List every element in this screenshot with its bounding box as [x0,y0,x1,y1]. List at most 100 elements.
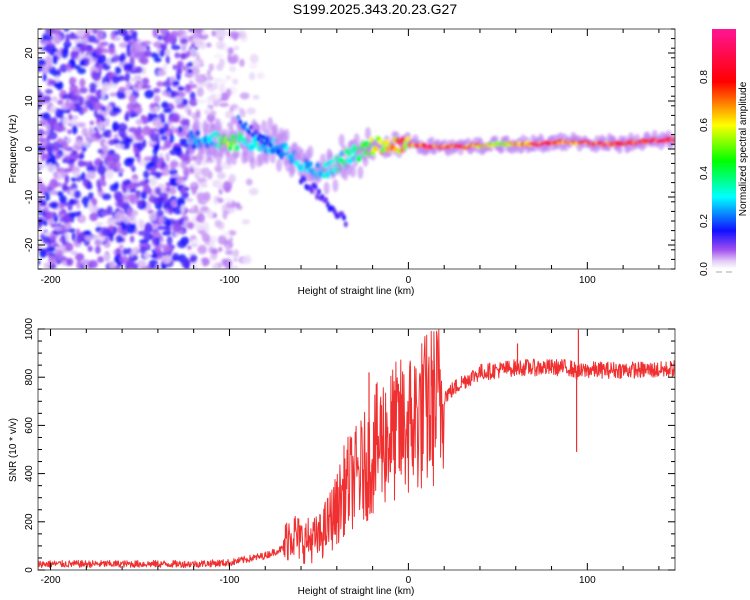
noise-blob [226,207,236,214]
noise-blob [223,43,229,53]
noise-blob [173,95,183,105]
noise-blob [215,30,225,39]
noise-blob [76,202,81,210]
colorbar-tick-label: 0.8 [699,70,710,84]
noise-blob [214,165,223,173]
colorbar-tick-label: 0.0 [699,262,710,276]
noise-blob [68,58,76,65]
noise-blob [182,166,190,177]
noise-blob [84,99,93,108]
noise-blob [157,70,167,77]
noise-blob [143,251,151,259]
noise-blob [237,30,247,39]
noise-blob [87,245,93,252]
noise-blob [124,114,129,121]
noise-blob [160,135,168,141]
tail-blob [315,193,320,200]
noise-blob [75,29,86,38]
noise-blob [163,122,170,132]
noise-blob [132,36,138,43]
noise-blob [186,50,192,57]
noise-blob [177,86,185,91]
noise-blob [150,132,160,142]
noise-blob [59,195,67,204]
noise-blob [77,67,86,75]
noise-blob [229,65,237,73]
ridge-halo [364,126,371,140]
noise-blob [151,154,159,165]
noise-blob [65,242,74,252]
noise-blob [191,186,197,195]
noise-blob [189,254,198,263]
noise-blob [140,114,147,121]
noise-blob [193,167,203,177]
noise-blob [154,187,162,195]
noise-blob [107,149,116,155]
noise-blob [243,254,252,265]
noise-blob [179,119,190,126]
noise-blob [115,234,123,244]
noise-blob [139,56,149,65]
noise-blob [107,139,115,146]
noise-blob [46,163,54,173]
noise-blob [170,44,181,51]
noise-blob [128,94,137,103]
noise-blob [123,158,134,167]
noise-blob [73,171,80,178]
noise-blob [241,219,251,225]
noise-blob [48,217,54,226]
noise-blob [51,156,57,165]
noise-blob [59,203,65,210]
noise-blob [196,192,206,201]
ridge-halo [545,143,552,153]
noise-blob [172,206,183,215]
noise-blob [49,201,59,209]
noise-blob [62,116,70,127]
noise-blob [227,47,234,55]
noise-blob [176,63,181,69]
noise-blob [112,226,118,235]
y-tick-label: 0 [24,146,35,152]
noise-blob [39,248,47,259]
noise-blob [118,42,129,48]
noise-blob [211,263,218,269]
noise-blob [231,265,239,269]
noise-blob [225,244,230,252]
noise-blob [113,190,123,200]
noise-blob [110,31,116,40]
noise-blob [249,72,256,81]
noise-blob [229,30,240,39]
ridge-point [384,139,390,146]
noise-blob [185,197,194,202]
noise-blob [206,76,214,81]
branch-blob [236,114,241,120]
noise-blob [109,92,119,97]
noise-blob [38,183,47,194]
noise-blob [225,88,232,97]
noise-blob [165,218,171,226]
ridge-point [325,172,331,179]
noise-blob [216,172,226,180]
noise-blob [74,102,80,109]
noise-blob [38,177,43,186]
noise-blob [195,76,206,84]
noise-blob [219,58,225,67]
noise-blob [201,233,211,243]
noise-blob [74,64,81,70]
noise-blob [160,263,167,269]
noise-blob [136,259,147,268]
noise-blob [94,221,104,226]
noise-blob [45,246,56,253]
noise-blob [108,162,116,170]
x-tick-label: 100 [579,575,596,586]
ridge-halo [289,161,296,175]
tail-blob [309,187,314,194]
y-tick-label: 600 [24,417,35,434]
noise-blob [156,225,167,231]
noise-blob [97,64,104,71]
noise-blob [177,240,187,249]
noise-blob [88,126,93,137]
noise-blob [147,112,153,123]
noise-blob [224,110,234,119]
